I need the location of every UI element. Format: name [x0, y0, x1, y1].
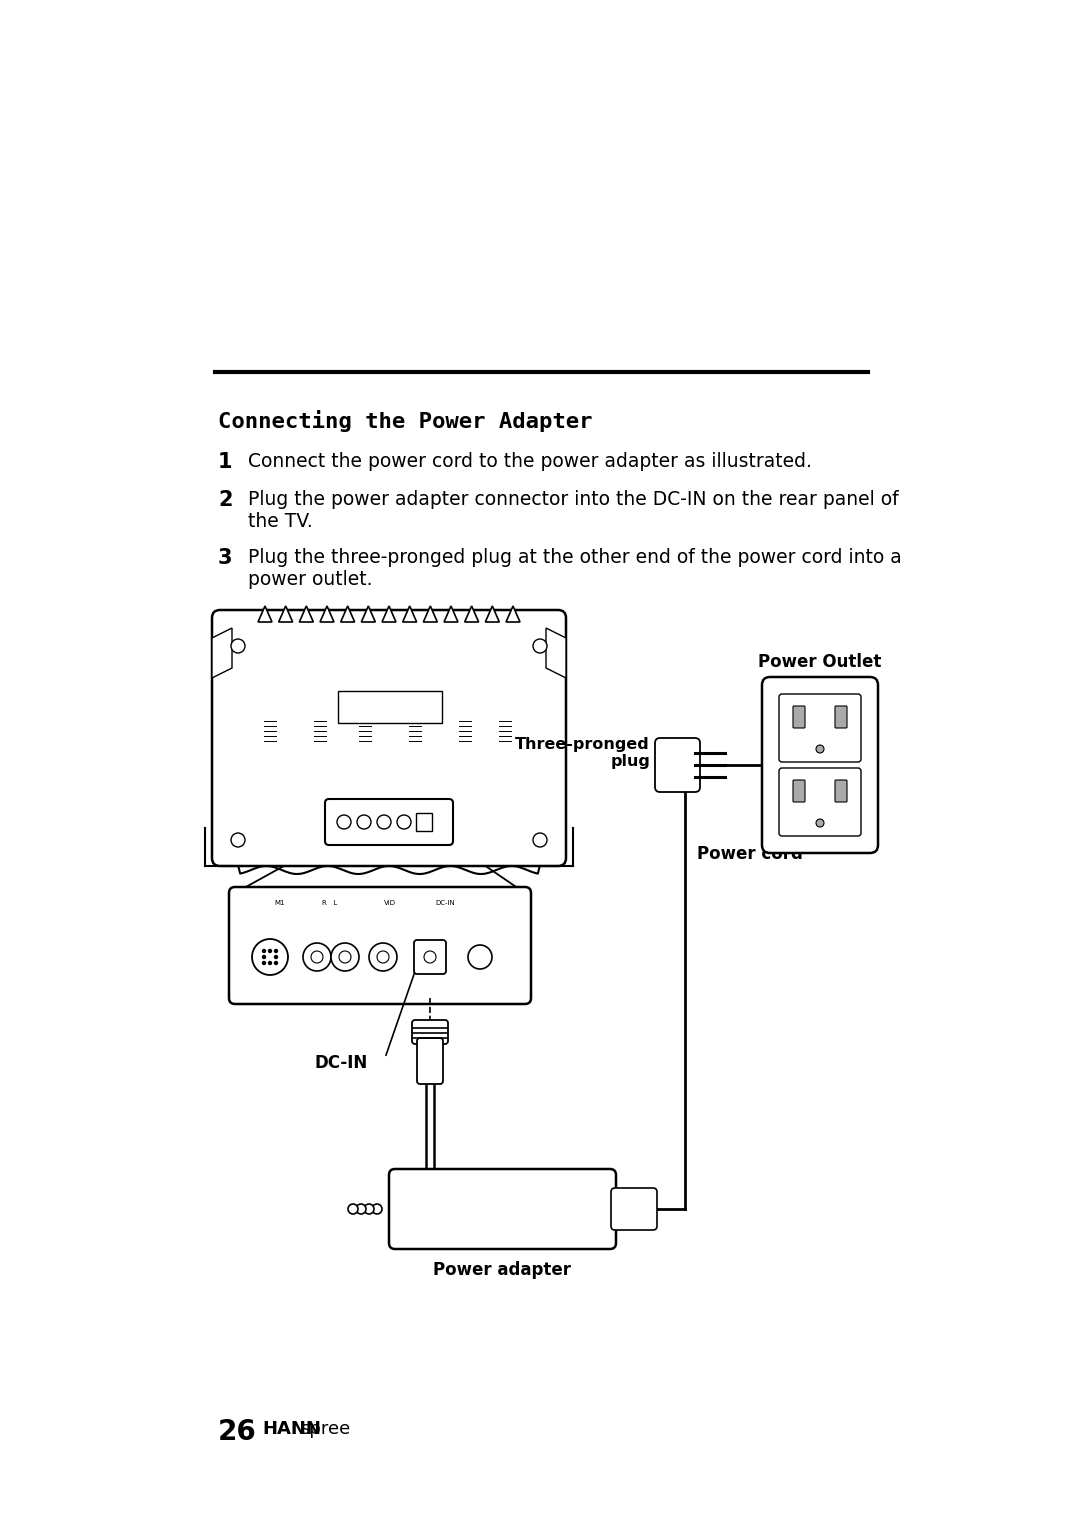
Circle shape	[468, 944, 492, 969]
Circle shape	[348, 1204, 357, 1215]
Polygon shape	[507, 607, 519, 622]
Circle shape	[269, 949, 271, 952]
Circle shape	[231, 639, 245, 652]
Circle shape	[274, 949, 278, 952]
FancyBboxPatch shape	[654, 738, 700, 792]
Polygon shape	[258, 607, 272, 622]
Text: Plug the power adapter connector into the DC-IN on the rear panel of: Plug the power adapter connector into th…	[248, 490, 899, 509]
Text: Connect the power cord to the power adapter as illustrated.: Connect the power cord to the power adap…	[248, 452, 812, 471]
Text: Three-pronged
plug: Three-pronged plug	[515, 736, 650, 770]
FancyBboxPatch shape	[835, 706, 847, 727]
Text: Connecting the Power Adapter: Connecting the Power Adapter	[218, 410, 593, 432]
Polygon shape	[212, 628, 232, 678]
Text: DC-IN: DC-IN	[435, 900, 455, 906]
Circle shape	[262, 949, 266, 952]
Circle shape	[269, 961, 271, 964]
Text: Plug the three-pronged plug at the other end of the power cord into a: Plug the three-pronged plug at the other…	[248, 549, 902, 567]
FancyBboxPatch shape	[325, 799, 453, 845]
Circle shape	[262, 961, 266, 964]
Polygon shape	[320, 607, 334, 622]
Circle shape	[372, 1204, 382, 1215]
Text: DC-IN: DC-IN	[315, 1054, 368, 1073]
Text: 3: 3	[218, 549, 232, 568]
Circle shape	[424, 950, 436, 963]
Circle shape	[534, 833, 546, 847]
FancyBboxPatch shape	[411, 1021, 448, 1044]
FancyBboxPatch shape	[779, 694, 861, 762]
FancyBboxPatch shape	[416, 813, 432, 831]
Circle shape	[231, 833, 245, 847]
Text: R   L: R L	[322, 900, 338, 906]
Circle shape	[369, 943, 397, 970]
Polygon shape	[423, 607, 437, 622]
Text: Power Outlet: Power Outlet	[758, 652, 881, 671]
Polygon shape	[362, 607, 376, 622]
Polygon shape	[403, 607, 417, 622]
Circle shape	[377, 950, 389, 963]
Circle shape	[377, 814, 391, 830]
Polygon shape	[464, 607, 478, 622]
Text: Power adapter: Power adapter	[433, 1261, 571, 1279]
Circle shape	[816, 819, 824, 827]
Circle shape	[339, 950, 351, 963]
FancyBboxPatch shape	[611, 1187, 657, 1230]
Text: Power cord: Power cord	[697, 845, 802, 863]
Text: 1: 1	[218, 452, 232, 472]
Text: HANN: HANN	[262, 1420, 321, 1438]
Circle shape	[356, 1204, 366, 1215]
Circle shape	[262, 955, 266, 958]
Circle shape	[534, 639, 546, 652]
Circle shape	[274, 961, 278, 964]
Circle shape	[364, 1204, 374, 1215]
Circle shape	[303, 943, 330, 970]
Polygon shape	[279, 607, 293, 622]
FancyBboxPatch shape	[762, 677, 878, 853]
Polygon shape	[485, 607, 499, 622]
Polygon shape	[340, 607, 354, 622]
Polygon shape	[299, 607, 313, 622]
FancyBboxPatch shape	[417, 1038, 443, 1083]
FancyBboxPatch shape	[389, 1169, 616, 1248]
Text: power outlet.: power outlet.	[248, 570, 373, 588]
Text: spree: spree	[300, 1420, 350, 1438]
FancyBboxPatch shape	[414, 940, 446, 973]
Circle shape	[337, 814, 351, 830]
Polygon shape	[444, 607, 458, 622]
Circle shape	[311, 950, 323, 963]
FancyBboxPatch shape	[229, 886, 531, 1004]
Text: VID: VID	[384, 900, 396, 906]
Polygon shape	[382, 607, 396, 622]
Circle shape	[397, 814, 411, 830]
Text: M1: M1	[274, 900, 285, 906]
Circle shape	[274, 955, 278, 958]
FancyBboxPatch shape	[338, 691, 442, 723]
FancyBboxPatch shape	[793, 779, 805, 802]
Circle shape	[252, 940, 288, 975]
Circle shape	[816, 746, 824, 753]
Circle shape	[357, 814, 372, 830]
Polygon shape	[546, 628, 566, 678]
Text: 26: 26	[218, 1418, 257, 1445]
Circle shape	[330, 943, 359, 970]
Text: 2: 2	[218, 490, 232, 510]
FancyBboxPatch shape	[212, 610, 566, 866]
FancyBboxPatch shape	[835, 779, 847, 802]
FancyBboxPatch shape	[779, 769, 861, 836]
FancyBboxPatch shape	[793, 706, 805, 727]
Text: the TV.: the TV.	[248, 512, 313, 532]
